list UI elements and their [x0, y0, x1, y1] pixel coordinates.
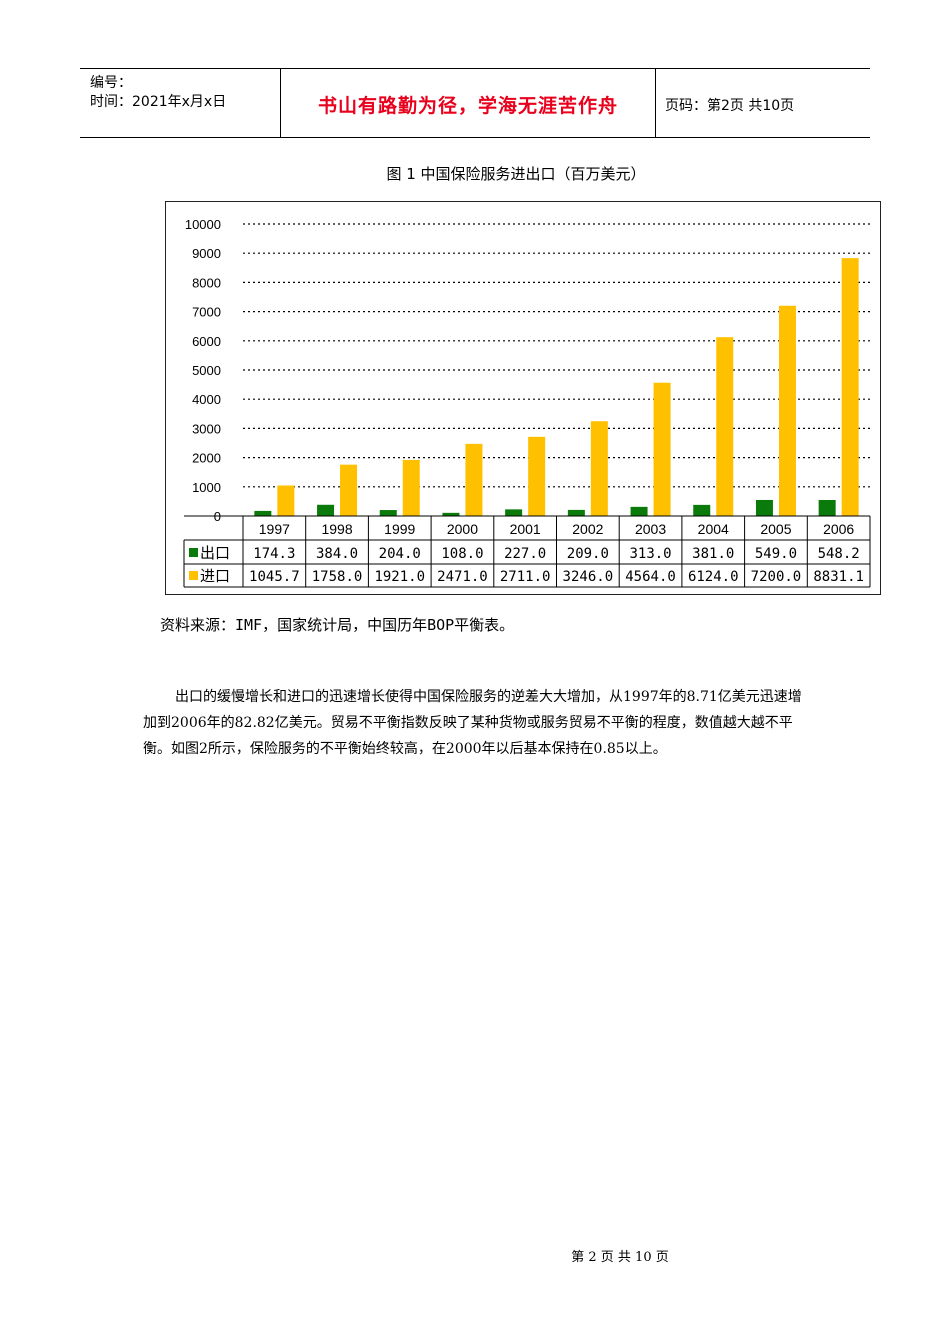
- data-label: 384.0: [316, 546, 358, 562]
- bar-export: [755, 499, 773, 516]
- data-label: 4564.0: [625, 569, 676, 585]
- data-label: 227.0: [504, 546, 546, 562]
- data-label: 313.0: [629, 546, 671, 562]
- bar-import: [402, 459, 420, 516]
- data-label: 2471.0: [437, 569, 488, 585]
- y-tick-label: 4000: [192, 392, 221, 407]
- data-label: 7200.0: [751, 569, 802, 585]
- bar-export: [317, 504, 335, 516]
- bar-import: [778, 305, 796, 516]
- bar-export: [442, 512, 460, 516]
- x-tick-label: 1997: [259, 521, 290, 537]
- page-footer: 第 2 页 共 10 页: [571, 1250, 669, 1265]
- bar-import: [465, 443, 483, 516]
- data-label: 6124.0: [688, 569, 739, 585]
- page-counter: 页码：第2页 共10页: [665, 98, 795, 114]
- bar-export: [567, 509, 585, 516]
- bar-export: [379, 510, 397, 516]
- legend-swatch: [189, 548, 198, 557]
- bar-export: [818, 499, 836, 516]
- bar-import: [716, 337, 734, 516]
- data-label: 204.0: [379, 546, 421, 562]
- y-tick-label: 5000: [192, 363, 221, 378]
- x-tick-label: 2001: [510, 521, 541, 537]
- x-tick-label: 2004: [698, 521, 729, 537]
- x-tick-label: 2003: [635, 521, 666, 537]
- header-right-cell: 页码：第2页 共10页: [655, 69, 870, 137]
- legend-label: 进口: [200, 567, 230, 585]
- bar-chart: 0100020003000400050006000700080009000100…: [183, 217, 871, 588]
- document-number: 编号：: [90, 75, 132, 91]
- data-label: 1921.0: [374, 569, 425, 585]
- y-tick-label: 10000: [185, 217, 221, 232]
- legend-swatch: [189, 571, 198, 580]
- bar-export: [693, 504, 711, 516]
- x-tick-label: 2006: [823, 521, 854, 537]
- x-tick-label: 1999: [384, 521, 415, 537]
- data-label: 2711.0: [500, 569, 551, 585]
- source-note: 资料来源：IMF，国家统计局，中国历年BOP平衡表。: [160, 616, 515, 634]
- header-center-cell: 书山有路勤为径，学海无涯苦作舟: [280, 69, 656, 137]
- data-label: 381.0: [692, 546, 734, 562]
- bar-import: [590, 421, 608, 516]
- bar-import: [841, 258, 859, 516]
- header-left-cell: 编号： 时间：2021年x月x日: [80, 69, 280, 137]
- data-label: 1758.0: [312, 569, 363, 585]
- legend-label: 出口: [200, 544, 230, 562]
- bar-import: [340, 464, 358, 516]
- data-label: 174.3: [253, 546, 295, 562]
- data-label: 548.2: [818, 546, 860, 562]
- y-tick-label: 3000: [192, 421, 221, 436]
- document-date: 时间：2021年x月x日: [90, 94, 227, 110]
- y-tick-label: 1000: [192, 480, 221, 495]
- x-tick-label: 2000: [447, 521, 478, 537]
- y-tick-label: 2000: [192, 451, 221, 466]
- data-label: 209.0: [567, 546, 609, 562]
- chart-title: 图 1 中国保险服务进出口（百万美元）: [386, 165, 646, 183]
- chart-frame: 0100020003000400050006000700080009000100…: [165, 201, 881, 595]
- body-paragraph: 出口的缓慢增长和进口的迅速增长使得中国保险服务的逆差大大增加，从1997年的8.…: [143, 689, 802, 757]
- y-tick-label: 8000: [192, 275, 221, 290]
- x-tick-label: 2005: [760, 521, 791, 537]
- bar-export: [254, 510, 272, 516]
- y-tick-label: 6000: [192, 334, 221, 349]
- bar-import: [653, 382, 671, 516]
- y-tick-label: 7000: [192, 305, 221, 320]
- data-label: 3246.0: [563, 569, 614, 585]
- header-motto: 书山有路勤为径，学海无涯苦作舟: [317, 95, 618, 117]
- data-label: 549.0: [755, 546, 797, 562]
- data-label: 8831.1: [813, 569, 864, 585]
- page-header: 编号： 时间：2021年x月x日 书山有路勤为径，学海无涯苦作舟 页码：第2页 …: [80, 68, 870, 138]
- y-tick-label: 9000: [192, 246, 221, 261]
- x-tick-label: 2002: [572, 521, 603, 537]
- x-tick-label: 1998: [321, 521, 352, 537]
- bar-import: [528, 436, 546, 516]
- data-label: 1045.7: [249, 569, 300, 585]
- bar-export: [630, 506, 648, 516]
- bar-export: [505, 509, 523, 516]
- data-label: 108.0: [441, 546, 483, 562]
- bar-import: [277, 485, 295, 516]
